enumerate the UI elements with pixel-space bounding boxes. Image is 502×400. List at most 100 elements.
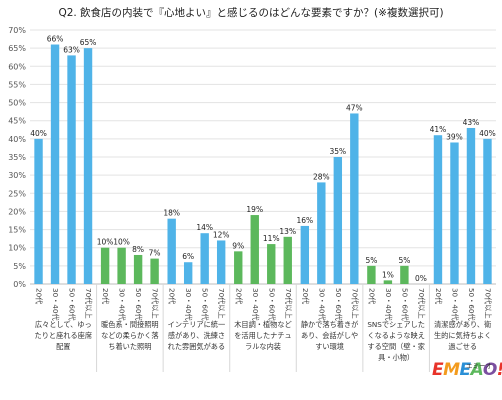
bar xyxy=(317,182,326,284)
bar xyxy=(133,254,143,284)
category-label: 具・小物） xyxy=(378,353,414,362)
data-label: 47% xyxy=(346,103,363,112)
bar xyxy=(234,251,243,284)
y-tick-label: 70% xyxy=(8,26,26,35)
category-label: ち着いた照明 xyxy=(108,342,151,351)
x-tick-label: 20代 xyxy=(234,288,243,304)
x-tick-label: 20代 xyxy=(35,288,44,304)
data-label: 40% xyxy=(479,129,496,138)
y-tick-label: 25% xyxy=(8,189,26,198)
brand-logo: EMEAO! エミーオ xyxy=(432,360,502,394)
y-tick-label: 5% xyxy=(13,262,26,271)
x-tick-label: 70代以上 xyxy=(84,288,93,319)
y-tick-label: 45% xyxy=(8,117,26,126)
data-label: 7% xyxy=(149,249,161,258)
x-tick-label: 30・40代 xyxy=(51,288,60,321)
bar xyxy=(267,244,276,284)
category-label: 生的に気持ちよく xyxy=(434,331,492,340)
bar xyxy=(150,258,159,284)
bars: 40%66%63%65%10% 10%8% 7%18%6%14%12%9%19%11… xyxy=(30,35,496,285)
category-label: あり、会話がしや xyxy=(301,331,358,340)
bar xyxy=(216,240,226,284)
category-label: 配置 xyxy=(56,342,70,351)
y-tick-label: 15% xyxy=(8,226,26,235)
data-label: 10% xyxy=(97,238,114,247)
data-label: 63% xyxy=(63,45,80,54)
x-tick-label: 20代 xyxy=(434,288,443,304)
category-label: インテリアに統一 xyxy=(168,320,226,329)
bar xyxy=(83,48,93,285)
bar xyxy=(34,138,43,284)
bar xyxy=(483,138,492,284)
category-label: SNSでシェアした xyxy=(367,320,425,329)
data-label: 6% xyxy=(182,252,194,261)
y-axis: 0% 5% 10% 15% 20% 25% 30% 35% 40% 45% 50% 55% 60% 65%… xyxy=(8,26,26,289)
data-label: 16% xyxy=(296,216,313,225)
x-tick-label: 30・40代 xyxy=(251,288,260,321)
x-tick-label: 70代以上 xyxy=(417,288,426,319)
category-label: 感があり、洗練さ xyxy=(168,331,225,340)
data-label: 40% xyxy=(30,129,47,138)
x-tick-label: 70代以上 xyxy=(151,288,160,319)
data-label: 41% xyxy=(430,125,447,134)
data-label: 5% xyxy=(398,256,410,265)
bar xyxy=(450,142,459,284)
logo-subtitle: エミーオ xyxy=(466,362,492,370)
data-label: 12% xyxy=(213,230,230,239)
data-label: 28% xyxy=(313,172,330,181)
x-tick-label: 30・40代 xyxy=(317,288,326,321)
category-label: 広々として、ゆっ xyxy=(35,320,92,329)
bar xyxy=(167,218,176,284)
x-tick-label: 70代以上 xyxy=(350,288,359,319)
bar xyxy=(50,44,60,285)
category-label: 過ごせる xyxy=(448,342,477,351)
bar xyxy=(383,280,393,284)
category-label: 清潔感があり、衛 xyxy=(434,320,491,329)
category-label: たりと座れる座席 xyxy=(35,331,93,340)
category-label: 静かで落ち着きが xyxy=(301,320,359,329)
x-tick-label: 30・40代 xyxy=(184,288,193,321)
category-label: 暖色系・間接照明 xyxy=(101,320,159,329)
x-tick-label: 20代 xyxy=(168,288,177,304)
category-label: くなるような映え xyxy=(367,331,425,340)
data-label: 66% xyxy=(47,35,64,44)
bar xyxy=(100,247,110,284)
data-label: 9% xyxy=(232,241,244,250)
data-label: 19% xyxy=(246,205,263,214)
y-tick-label: 50% xyxy=(8,99,26,108)
x-tick-label: 50・60代 xyxy=(334,288,343,321)
data-label: 1% xyxy=(382,270,394,279)
y-tick-label: 10% xyxy=(8,244,26,253)
category-label: する空間（壁・家 xyxy=(367,342,425,351)
data-label: 10% xyxy=(113,238,130,247)
y-tick-label: 55% xyxy=(8,80,26,89)
x-tick-label: 50・60代 xyxy=(201,288,210,321)
y-tick-label: 30% xyxy=(8,171,26,180)
y-tick-label: 35% xyxy=(8,153,26,162)
data-label: 13% xyxy=(279,227,296,236)
category-label: などの柔らかく落 xyxy=(101,331,159,340)
x-tick-label: 50・60代 xyxy=(400,288,409,321)
y-tick-label: 65% xyxy=(8,44,26,53)
x-tick-label: 70代以上 xyxy=(217,288,226,319)
chart-title: Q2. 飲食店の内装で『心地よい』と感じるのはどんな要素ですか？(※複数選択可) xyxy=(58,6,443,19)
y-tick-label: 60% xyxy=(8,62,26,71)
data-label: 14% xyxy=(196,223,213,232)
x-tick-label: 50・60代 xyxy=(267,288,276,321)
x-tick-label: 30・40代 xyxy=(450,288,459,321)
x-tick-label: 20代 xyxy=(367,288,376,304)
x-tick-label: 50・60代 xyxy=(467,288,476,321)
bar xyxy=(400,265,409,284)
category-label: 木目調・植物など xyxy=(234,320,292,329)
bar xyxy=(466,127,476,284)
x-tick-label: 70代以上 xyxy=(483,288,492,319)
x-tick-label: 30・40代 xyxy=(384,288,393,321)
bar xyxy=(433,135,443,284)
data-label: 39% xyxy=(446,132,463,141)
bar xyxy=(367,265,376,284)
bar xyxy=(183,262,193,284)
x-tick-label: 30・40代 xyxy=(118,288,127,321)
data-label: 5% xyxy=(365,256,377,265)
